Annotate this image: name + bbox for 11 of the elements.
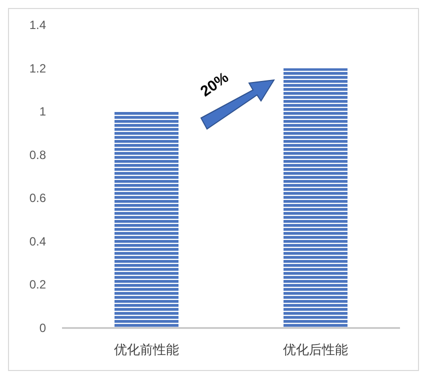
y-tick-label: 0.4 <box>29 234 46 248</box>
annotation: 20% <box>198 69 232 100</box>
x-tick-label: 优化前性能 <box>114 342 179 357</box>
y-tick-label: 0.6 <box>29 191 46 206</box>
x-tick-label: 优化后性能 <box>283 342 348 357</box>
y-tick-label: 1 <box>39 104 46 119</box>
y-tick-label: 0 <box>39 321 46 335</box>
y-tick-label: 0.2 <box>29 278 46 292</box>
y-tick-label: 0.8 <box>29 148 46 162</box>
y-tick-label: 1.4 <box>29 18 46 32</box>
y-tick-label: 1.2 <box>29 61 46 76</box>
